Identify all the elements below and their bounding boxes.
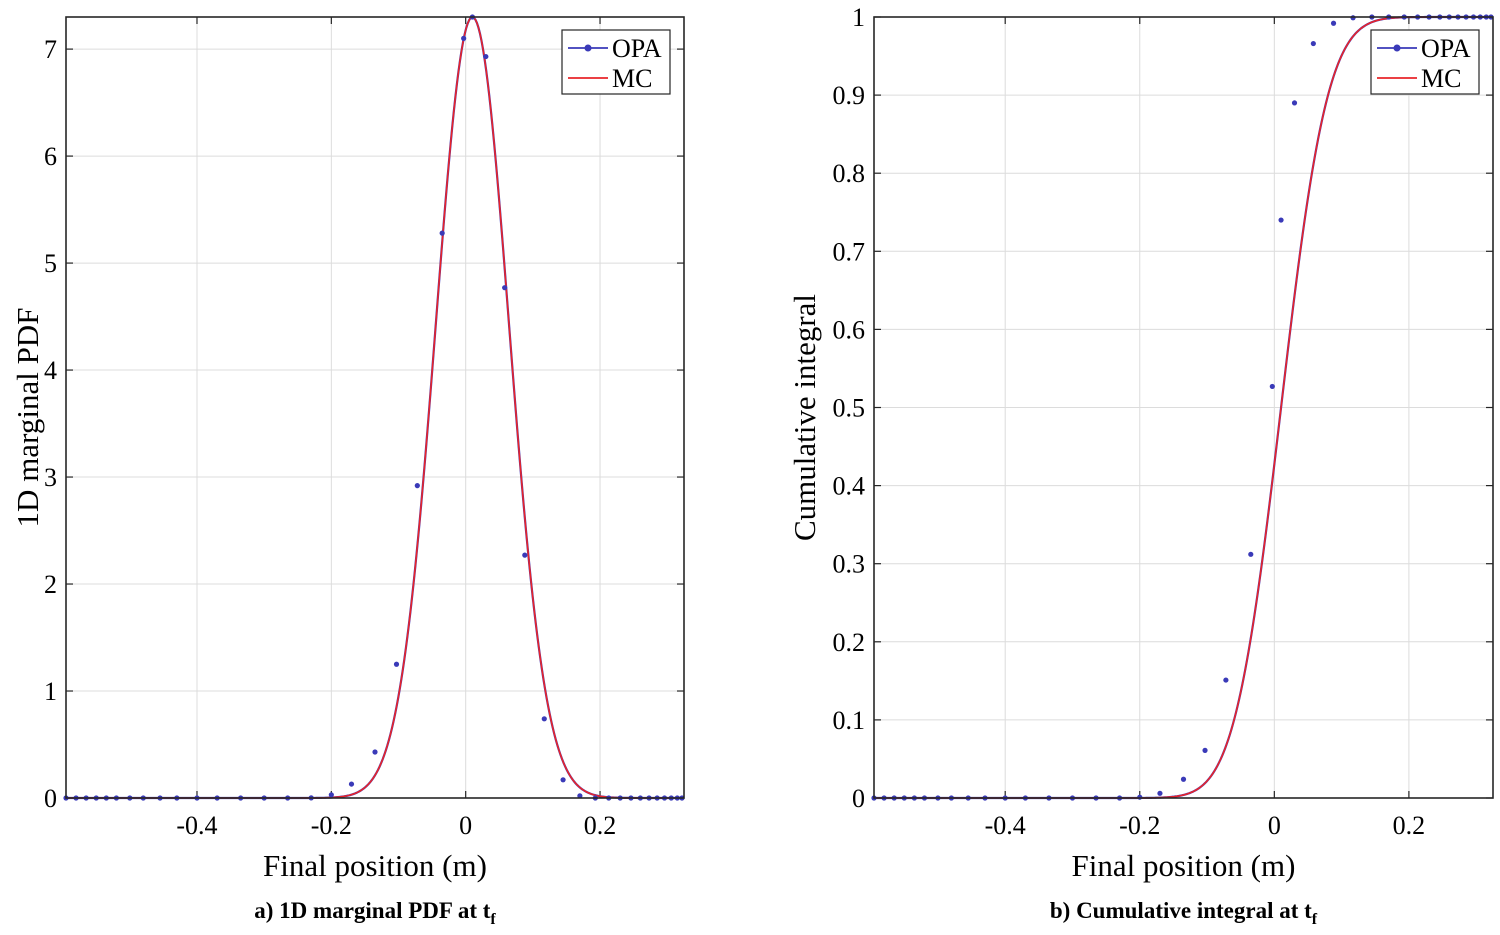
panel-a-ytick-label: 6 xyxy=(44,142,57,171)
panel-a-ytick-label: 3 xyxy=(44,463,57,492)
panel-b-legend: OPA MC xyxy=(1370,29,1480,95)
panel-a-lines xyxy=(66,15,684,800)
panel-b-ytick-label: 0.4 xyxy=(833,472,866,501)
panel-a-legend-opa-label: OPA xyxy=(612,34,662,63)
panel-b-ytick-labels: 0 0.1 0.2 0.3 0.4 0.5 0.6 0.7 0.8 0.9 1 xyxy=(833,3,866,813)
panel-a-opa-point xyxy=(502,285,508,291)
panel-a-xtick-label: 0.2 xyxy=(584,811,617,840)
panel-b-legend-mc-label: MC xyxy=(1421,64,1461,93)
panel-b-legend-opa-label: OPA xyxy=(1421,34,1471,63)
panel-b-ytick-label: 0.8 xyxy=(833,159,866,188)
panel-b-grid xyxy=(874,16,1493,799)
panel-b-ytick-label: 0.9 xyxy=(833,81,866,110)
panel-b-opa-point xyxy=(1223,677,1229,683)
panel-a-opa-point xyxy=(541,716,547,722)
panel-b-ytick-label: 0.2 xyxy=(833,628,866,657)
panel-a-xtick-label: -0.4 xyxy=(176,811,217,840)
panel-a-opa-point xyxy=(414,483,420,489)
panel-a-legend-mc-label: MC xyxy=(612,64,652,93)
panel-a-caption: a) 1D marginal PDF at tf xyxy=(254,898,496,928)
panel-b-ytick-label: 0.7 xyxy=(833,237,866,266)
panel-b-legend-opa-marker xyxy=(1393,44,1401,52)
panel-a-caption-subscript: f xyxy=(490,911,496,928)
panel-b-ytick-label: 0.5 xyxy=(833,394,866,423)
panel-a-opa-point xyxy=(483,53,489,60)
panel-b-ytick-label: 0 xyxy=(852,784,865,813)
panel-a-pdf: 0 1 2 3 4 5 6 7 -0.4 -0.2 0 0.2 OPA MC Final posit… xyxy=(10,14,685,928)
panel-b-cumulative: 00.10.20.30.40.50.60.70.80.91 -0.4 -0.2 0 0… xyxy=(787,3,1494,928)
panel-b-xtick-label: -0.2 xyxy=(1119,811,1160,840)
panel-a-xtick-labels: -0.4 -0.2 0 0.2 xyxy=(176,811,616,840)
panel-b-ytick-marks xyxy=(874,16,1493,799)
panel-a-legend-opa-marker xyxy=(584,44,592,52)
panel-a-opa-point xyxy=(560,777,566,783)
panel-b-caption-main: b) Cumulative integral at t xyxy=(1050,898,1312,923)
panel-a-legend-box xyxy=(561,29,671,95)
panel-b-opa-point xyxy=(1202,747,1208,753)
panel-a-legend: OPA MC xyxy=(561,29,671,95)
panel-b-xtick-label: 0.2 xyxy=(1393,811,1426,840)
panel-b-ytick-label: 0.3 xyxy=(833,550,866,579)
panel-a-xtick-label: -0.2 xyxy=(311,811,352,840)
panel-a-y-axis-label: 1D marginal PDF xyxy=(10,308,45,528)
panel-b-opa-point xyxy=(1330,20,1337,26)
panel-a-opa-point xyxy=(348,781,355,787)
panel-b-caption-subscript: f xyxy=(1312,911,1318,928)
panel-a-axes-frame xyxy=(65,16,685,799)
panel-b-ytick-label: 0.6 xyxy=(833,315,866,344)
panel-a-ytick-marks xyxy=(66,48,684,799)
panel-a-opa-point xyxy=(577,793,583,799)
panel-b-ytick-label: 1 xyxy=(852,3,865,32)
panel-a-x-axis-label: Final position (m) xyxy=(263,848,487,883)
panel-b-opa-point xyxy=(1180,776,1187,782)
panel-a-xtick-label: 0 xyxy=(459,811,472,840)
panel-b-axes-frame xyxy=(873,16,1494,799)
panel-b-x-axis-label: Final position (m) xyxy=(1072,848,1296,883)
panel-b-opa-point xyxy=(1310,40,1316,47)
panel-a-xtick-marks xyxy=(196,17,601,798)
panel-a-opa-point xyxy=(328,792,334,798)
panel-a-opa-markers xyxy=(63,14,685,801)
panel-a-ytick-label: 4 xyxy=(44,356,57,385)
panel-b-xtick-label: -0.4 xyxy=(985,811,1026,840)
panel-a-ytick-label: 1 xyxy=(44,677,57,706)
panel-a-ytick-label: 2 xyxy=(44,570,57,599)
panel-b-caption: b) Cumulative integral at tf xyxy=(1050,898,1318,928)
panel-a-opa-line xyxy=(66,15,684,800)
panel-a-opa-point xyxy=(522,552,528,558)
panel-a-grid xyxy=(66,17,684,799)
panel-a-opa-point xyxy=(372,749,378,755)
panel-b-opa-point xyxy=(1248,551,1254,557)
panel-b-y-axis-label: Cumulative integral xyxy=(787,294,822,541)
panel-a-caption-main: a) 1D marginal PDF at t xyxy=(254,898,490,923)
panel-a-opa-point xyxy=(461,35,467,41)
panel-a-ytick-label: 7 xyxy=(44,35,57,64)
panel-b-opa-point xyxy=(1269,383,1275,390)
panel-b-ytick-label: 0.1 xyxy=(833,706,866,735)
panel-a-opa-point xyxy=(439,230,445,236)
panel-a-ytick-labels: 0 1 2 3 4 5 6 7 xyxy=(44,35,57,813)
panel-b-opa-point xyxy=(1291,100,1298,106)
panel-a-opa-point xyxy=(393,661,400,667)
panel-b-xtick-labels: -0.4 -0.2 0 0.2 xyxy=(985,811,1426,840)
panel-b-opa-point xyxy=(1157,790,1163,796)
panel-a-ytick-label: 0 xyxy=(44,784,57,813)
panel-a-ytick-label: 5 xyxy=(44,249,57,278)
panel-b-xtick-label: 0 xyxy=(1268,811,1281,840)
panel-a-mc-line xyxy=(66,16,684,799)
panel-b-legend-box xyxy=(1370,29,1480,95)
panel-b-opa-point xyxy=(1278,217,1284,223)
